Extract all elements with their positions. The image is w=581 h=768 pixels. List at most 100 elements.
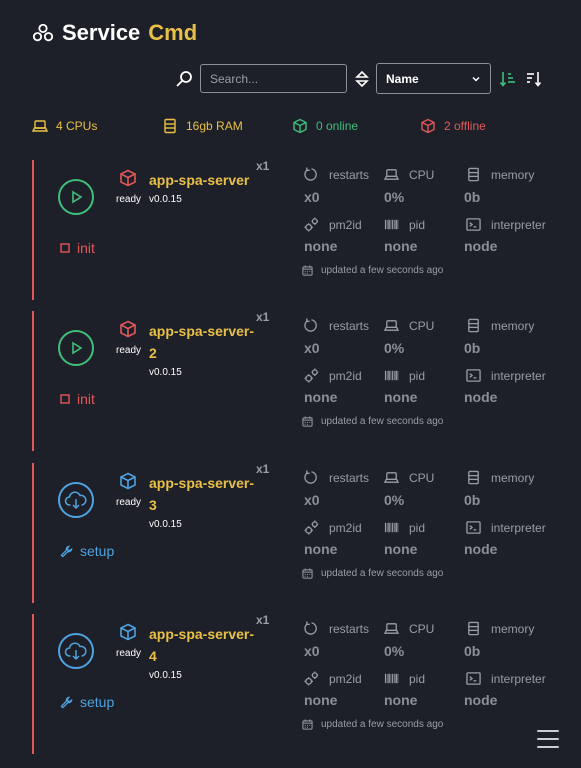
memory-label-text: memory [491, 470, 535, 485]
restarts-value: x0 [304, 492, 320, 508]
sort-select-value: Name [386, 71, 419, 86]
cpu-label-text: CPU [409, 621, 435, 636]
interpreter-label-text: interpreter [491, 520, 546, 535]
service-card: setup ready app-spa-server- 4 v0.0.15 x1 resta… [32, 613, 564, 754]
wrench-icon [60, 545, 80, 558]
sort-descending-icon[interactable] [525, 70, 543, 88]
cpu-label-text: CPU [409, 470, 435, 485]
memory-value: 0b [464, 492, 481, 508]
service-name[interactable]: app-spa-server- 3 [149, 472, 261, 516]
pm2id-label-text: pm2id [329, 368, 362, 383]
init-button[interactable]: init [60, 240, 95, 256]
setup-button[interactable]: setup [60, 543, 114, 559]
updated-text: updated a few seconds ago [321, 568, 444, 579]
square-icon [60, 394, 77, 404]
updated-text: updated a few seconds ago [321, 719, 444, 730]
barcode-icon [384, 671, 409, 686]
restarts-value: x0 [304, 643, 320, 659]
service-name-line1: app-spa-server- [149, 475, 255, 491]
updated-timestamp: updated a few seconds ago [302, 416, 443, 427]
search-input[interactable] [200, 64, 347, 93]
cube-icon [421, 118, 435, 134]
gears-icon [304, 671, 329, 686]
restart-icon [304, 621, 329, 636]
service-name[interactable]: app-spa-server- 4 [149, 623, 261, 667]
pid-label-text: pid [409, 368, 426, 383]
sort-select[interactable]: Name [376, 63, 491, 94]
setup-button[interactable]: setup [60, 694, 114, 710]
wrench-icon [60, 696, 80, 709]
toolbar: Name [175, 63, 543, 94]
online-stat: 0 online [292, 118, 358, 134]
ram-amount: 16gb RAM [186, 119, 243, 133]
interpreter-value: node [464, 541, 498, 557]
pm2id-value: none [304, 692, 338, 708]
calendar-icon [302, 568, 313, 579]
menu-icon[interactable] [537, 730, 559, 748]
interpreter-label-text: interpreter [491, 217, 546, 232]
cpu-label: CPU [384, 167, 434, 182]
pid-value: none [384, 238, 418, 254]
service-state: ready [116, 194, 142, 205]
pm2id-label: pm2id [304, 520, 362, 535]
memory-label: memory [466, 167, 534, 182]
laptop-icon [384, 621, 409, 636]
cpu-value: 0% [384, 492, 405, 508]
package-icon [120, 472, 136, 490]
cpu-label: CPU [384, 621, 434, 636]
pid-value: none [384, 389, 418, 405]
laptop-icon [384, 318, 409, 333]
memory-icon [164, 118, 176, 134]
instance-count: x1 [256, 462, 270, 476]
sort-ascending-icon[interactable] [499, 70, 517, 88]
system-stats: 4 CPUs 16gb RAM 0 online 2 offline [32, 118, 552, 136]
interpreter-label: interpreter [466, 520, 546, 535]
interpreter-label: interpreter [466, 368, 546, 383]
action-label: setup [80, 694, 115, 710]
updated-timestamp: updated a few seconds ago [302, 265, 443, 276]
updated-text: updated a few seconds ago [321, 416, 444, 427]
gears-icon [304, 217, 329, 232]
pm2id-label: pm2id [304, 368, 362, 383]
memory-label-text: memory [491, 167, 535, 182]
search-icon [176, 70, 192, 87]
restarts-value: x0 [304, 340, 320, 356]
terminal-icon [466, 368, 491, 383]
service-name-line2: 4 [149, 648, 157, 664]
cpu-label-text: CPU [409, 318, 435, 333]
updated-text: updated a few seconds ago [321, 265, 444, 276]
memory-icon [466, 318, 491, 333]
restarts-label-text: restarts [329, 318, 370, 333]
boxes-icon [32, 23, 54, 42]
service-version: v0.0.15 [149, 670, 182, 681]
start-button[interactable] [58, 179, 94, 215]
service-name-line1: app-spa-server- [149, 626, 255, 642]
service-state: ready [116, 345, 142, 356]
interpreter-label: interpreter [466, 217, 546, 232]
calendar-icon [302, 416, 313, 427]
service-name[interactable]: app-spa-server [149, 169, 261, 191]
interpreter-label: interpreter [466, 671, 546, 686]
offline-count: 2 offline [444, 119, 486, 133]
play-icon [68, 189, 84, 205]
service-name[interactable]: app-spa-server- 2 [149, 320, 261, 364]
instance-count: x1 [256, 613, 270, 627]
restart-icon [304, 167, 329, 182]
terminal-icon [466, 671, 491, 686]
offline-stat: 2 offline [420, 118, 486, 134]
init-button[interactable]: init [60, 391, 95, 407]
memory-label: memory [466, 470, 534, 485]
memory-value: 0b [464, 643, 481, 659]
interpreter-value: node [464, 692, 498, 708]
pm2id-label: pm2id [304, 217, 362, 232]
download-button[interactable] [58, 482, 94, 518]
cpu-value: 0% [384, 189, 405, 205]
terminal-icon [466, 217, 491, 232]
start-button[interactable] [58, 330, 94, 366]
pm2id-label-text: pm2id [329, 671, 362, 686]
download-button[interactable] [58, 633, 94, 669]
restarts-label-text: restarts [329, 470, 370, 485]
service-name-line1: app-spa-server [149, 172, 250, 188]
updated-timestamp: updated a few seconds ago [302, 719, 443, 730]
cloud-download-icon [64, 641, 88, 661]
